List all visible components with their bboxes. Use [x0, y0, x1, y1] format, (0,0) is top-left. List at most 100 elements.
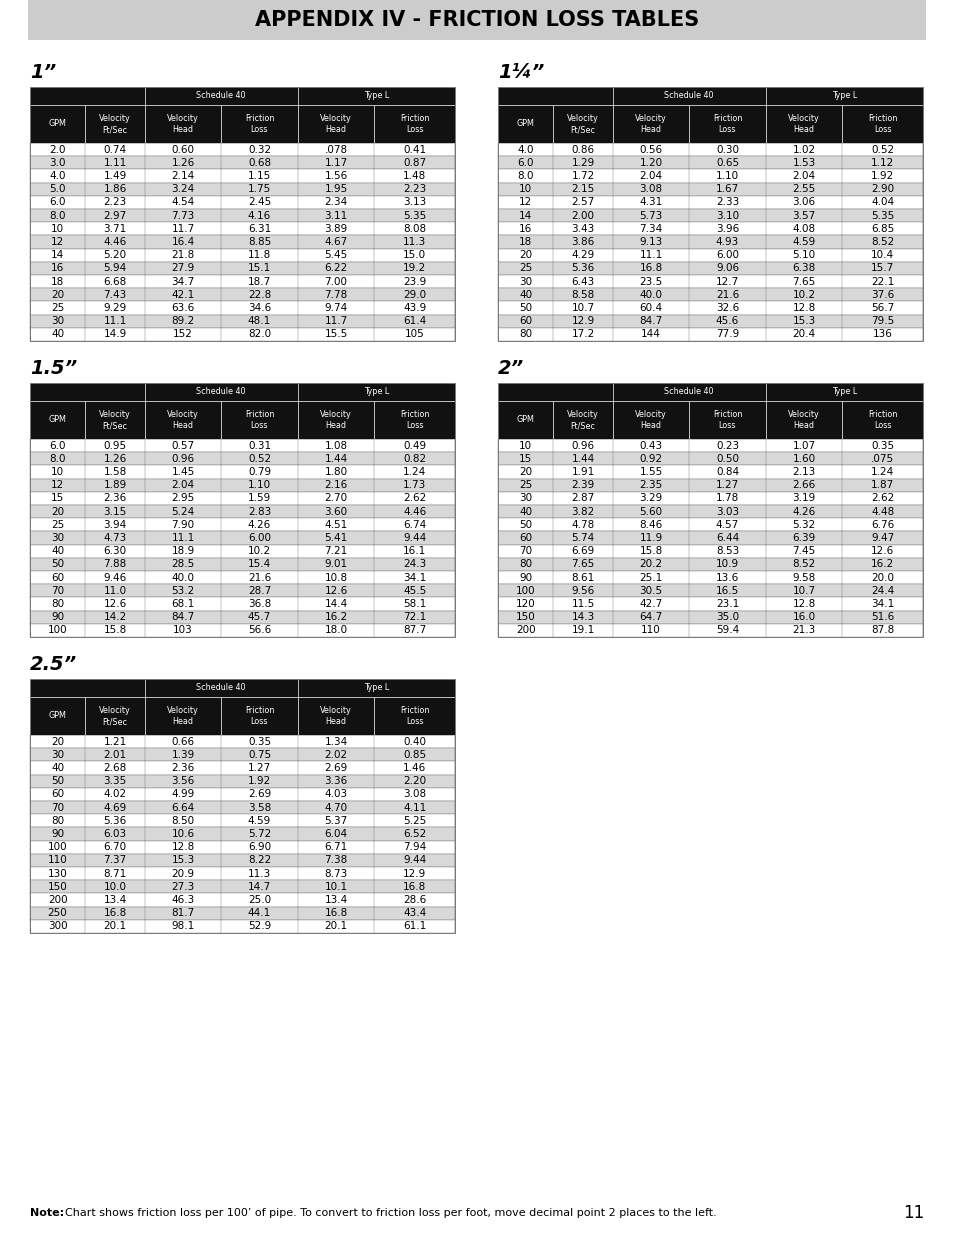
Text: 2.36: 2.36	[103, 494, 127, 504]
Text: 32.6: 32.6	[715, 303, 739, 312]
Text: 7.38: 7.38	[324, 856, 347, 866]
Text: 1.44: 1.44	[571, 453, 594, 464]
Bar	[497, 519, 923, 531]
Text: 5.45: 5.45	[324, 251, 347, 261]
Text: 11.0: 11.0	[103, 585, 127, 595]
Text: 1.87: 1.87	[870, 480, 893, 490]
Text: 12: 12	[51, 480, 64, 490]
Text: 9.56: 9.56	[571, 585, 594, 595]
Text: 27.3: 27.3	[172, 882, 194, 892]
Text: 6.44: 6.44	[715, 534, 739, 543]
Text: 60: 60	[518, 316, 532, 326]
Text: 2.69: 2.69	[248, 789, 271, 799]
Bar	[30, 519, 455, 531]
Text: 18.0: 18.0	[324, 625, 347, 635]
Text: 2.33: 2.33	[715, 198, 739, 207]
Text: 0.92: 0.92	[639, 453, 662, 464]
Text: 48.1: 48.1	[248, 316, 271, 326]
Text: 1.80: 1.80	[324, 467, 347, 477]
Bar	[30, 598, 455, 610]
Bar	[145, 401, 221, 438]
Text: Velocity
Head: Velocity Head	[167, 706, 198, 726]
Text: 20: 20	[51, 736, 64, 747]
Text: 2”: 2”	[497, 359, 523, 378]
Text: 15.7: 15.7	[870, 263, 893, 273]
Text: 6.0: 6.0	[50, 198, 66, 207]
Text: 7.43: 7.43	[103, 290, 127, 300]
Text: 10.0: 10.0	[103, 882, 127, 892]
Text: 0.30: 0.30	[716, 144, 739, 154]
Text: 21.6: 21.6	[248, 573, 271, 583]
Text: 1.95: 1.95	[324, 184, 347, 194]
Text: 103: 103	[172, 625, 193, 635]
Text: 0.60: 0.60	[172, 144, 194, 154]
Text: 15.4: 15.4	[248, 559, 271, 569]
Text: Friction
Loss: Friction Loss	[712, 410, 741, 430]
Text: 8.58: 8.58	[571, 290, 594, 300]
Text: 1.10: 1.10	[715, 170, 739, 182]
Text: 89.2: 89.2	[172, 316, 194, 326]
Text: 1”: 1”	[30, 63, 56, 83]
Text: 6.52: 6.52	[402, 829, 426, 839]
Text: 3.15: 3.15	[103, 506, 127, 516]
Bar	[30, 248, 455, 262]
Bar	[497, 315, 923, 327]
Text: 61.4: 61.4	[402, 316, 426, 326]
Text: 1.72: 1.72	[571, 170, 594, 182]
Text: 34.1: 34.1	[402, 573, 426, 583]
Text: 20: 20	[51, 290, 64, 300]
Text: 10.8: 10.8	[324, 573, 347, 583]
Text: 5.10: 5.10	[792, 251, 815, 261]
Text: 4.03: 4.03	[324, 789, 347, 799]
Text: 8.73: 8.73	[324, 868, 347, 878]
Bar	[30, 774, 455, 788]
Text: 40: 40	[51, 546, 64, 556]
Text: 4.51: 4.51	[324, 520, 347, 530]
Text: 0.35: 0.35	[248, 736, 271, 747]
Bar	[30, 853, 455, 867]
Text: 40: 40	[518, 506, 532, 516]
Text: 6.43: 6.43	[571, 277, 594, 287]
Text: 15.0: 15.0	[402, 251, 426, 261]
Text: 120: 120	[516, 599, 535, 609]
Text: 16: 16	[518, 224, 532, 233]
Text: 2.39: 2.39	[571, 480, 594, 490]
Text: 6.22: 6.22	[324, 263, 347, 273]
Text: 8.46: 8.46	[639, 520, 662, 530]
Bar	[497, 531, 923, 545]
Text: 28.5: 28.5	[172, 559, 194, 569]
Text: 4.02: 4.02	[103, 789, 127, 799]
Text: 34.7: 34.7	[172, 277, 194, 287]
Text: 2.02: 2.02	[324, 750, 347, 760]
Text: 3.71: 3.71	[103, 224, 127, 233]
Text: 1.17: 1.17	[324, 158, 347, 168]
Text: 72.1: 72.1	[402, 613, 426, 622]
Bar	[30, 315, 455, 327]
Text: Schedule 40: Schedule 40	[664, 91, 713, 100]
Text: 1.75: 1.75	[248, 184, 271, 194]
Text: 28.7: 28.7	[248, 585, 271, 595]
Text: 6.68: 6.68	[103, 277, 127, 287]
Text: 25.0: 25.0	[248, 895, 271, 905]
Text: Velocity
Head: Velocity Head	[787, 114, 819, 135]
Text: APPENDIX IV - FRICTION LOSS TABLES: APPENDIX IV - FRICTION LOSS TABLES	[254, 10, 699, 30]
Text: 12.9: 12.9	[571, 316, 594, 326]
Text: 4.46: 4.46	[402, 506, 426, 516]
Text: 22.8: 22.8	[248, 290, 271, 300]
Bar	[497, 452, 923, 466]
Text: 0.23: 0.23	[715, 441, 739, 451]
Text: 3.19: 3.19	[792, 494, 815, 504]
Text: 15.3: 15.3	[792, 316, 815, 326]
Text: 3.60: 3.60	[324, 506, 347, 516]
Text: Schedule 40: Schedule 40	[196, 388, 246, 396]
Text: 3.89: 3.89	[324, 224, 347, 233]
Text: 2.20: 2.20	[402, 777, 426, 787]
Text: 3.86: 3.86	[571, 237, 594, 247]
Text: Friction
Loss: Friction Loss	[399, 410, 429, 430]
Text: 4.93: 4.93	[715, 237, 739, 247]
Text: 14: 14	[51, 251, 64, 261]
Text: 16.8: 16.8	[639, 263, 662, 273]
Text: 11.9: 11.9	[639, 534, 662, 543]
Text: 23.1: 23.1	[715, 599, 739, 609]
Text: 10: 10	[518, 184, 532, 194]
